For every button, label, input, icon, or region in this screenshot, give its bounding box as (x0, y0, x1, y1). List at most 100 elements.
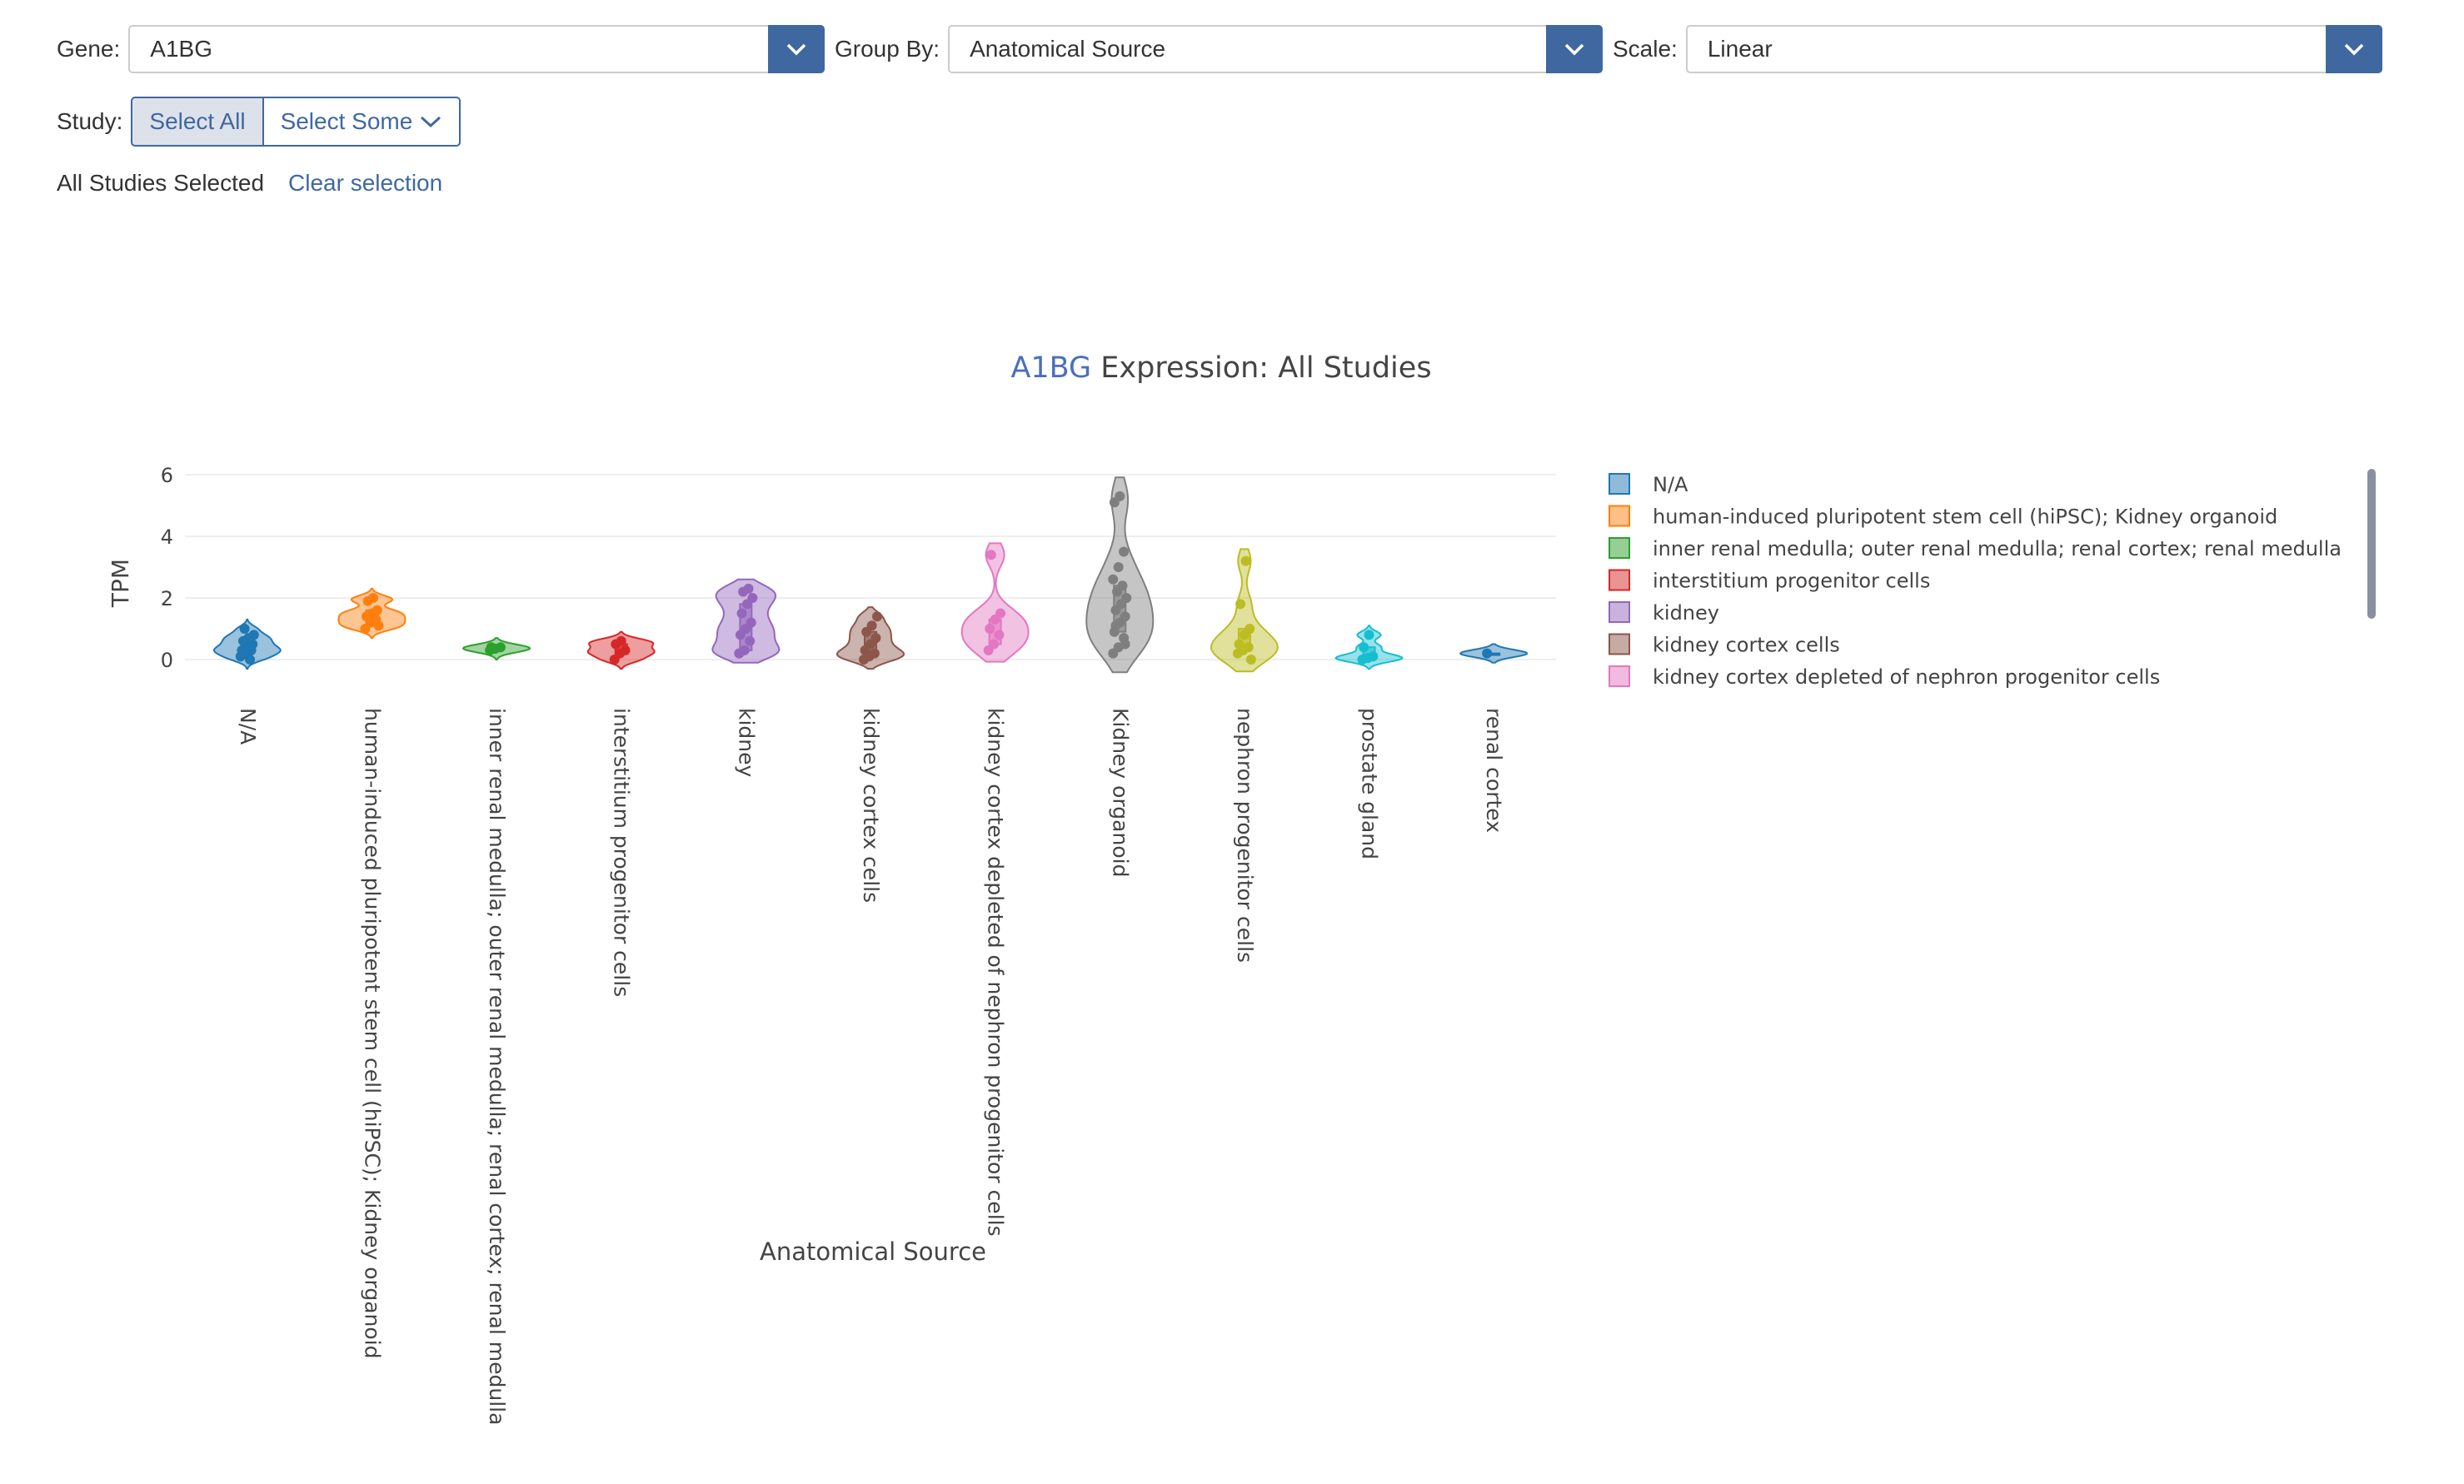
chevron-down-icon[interactable] (768, 25, 825, 73)
data-point[interactable] (1243, 642, 1254, 653)
data-point[interactable] (994, 630, 1005, 640)
gene-select[interactable]: A1BG (128, 25, 825, 73)
y-tick-label: 4 (161, 525, 173, 549)
chart-title: A1BG Expression: All Studies (1010, 351, 1431, 385)
data-point[interactable] (1121, 593, 1132, 603)
data-point[interactable] (1115, 491, 1125, 501)
violin[interactable] (711, 578, 781, 664)
violin[interactable] (1210, 548, 1279, 673)
data-point[interactable] (734, 648, 745, 659)
legend-item[interactable]: kidney cortex cells (1609, 633, 1840, 657)
data-point[interactable] (1240, 555, 1251, 566)
legend-swatch (1609, 505, 1630, 527)
data-point[interactable] (1117, 580, 1128, 591)
gene-label: Gene: (57, 36, 121, 62)
legend-item[interactable]: N/A (1609, 473, 1688, 496)
data-point[interactable] (620, 645, 631, 655)
data-point[interactable] (746, 617, 756, 628)
data-point[interactable] (1245, 655, 1256, 665)
legend-item[interactable]: kidney cortex depleted of nephron progen… (1609, 665, 2160, 689)
legend-swatch (1609, 601, 1630, 623)
data-point[interactable] (373, 620, 384, 631)
scale-select[interactable]: Linear (1685, 25, 2382, 73)
data-point[interactable] (1482, 648, 1493, 659)
legend-label: human-induced pluripotent stem cell (hiP… (1653, 505, 2277, 529)
violin-shape (960, 542, 1030, 663)
group-by-select[interactable]: Anatomical Source (948, 25, 1604, 73)
violin-series (212, 476, 1529, 674)
group-by-label: Group By: (835, 36, 940, 62)
legend-label: kidney cortex depleted of nephron progen… (1653, 665, 2160, 689)
group-by-select-value: Anatomical Source (970, 36, 1166, 62)
data-point[interactable] (1234, 639, 1244, 650)
data-point[interactable] (1244, 624, 1255, 634)
data-point[interactable] (1110, 620, 1121, 631)
legend-item[interactable]: interstitium progenitor cells (1609, 569, 1930, 593)
select-some-label: Select Some (280, 108, 413, 134)
data-point[interactable] (239, 624, 250, 634)
legend-label: inner renal medulla; outer renal medulla… (1653, 537, 2342, 560)
data-point[interactable] (372, 605, 382, 615)
study-button-group: Select All Select Some (131, 97, 461, 147)
data-point[interactable] (995, 608, 1006, 619)
data-point[interactable] (866, 620, 877, 631)
violin[interactable] (337, 587, 407, 640)
data-point[interactable] (1120, 611, 1130, 622)
violin[interactable] (960, 542, 1030, 663)
data-point[interactable] (872, 611, 882, 622)
legend-scrollbar[interactable] (2367, 469, 2376, 619)
violin[interactable] (586, 630, 656, 670)
data-point[interactable] (1120, 639, 1130, 650)
select-some-button[interactable]: Select Some (263, 97, 461, 147)
chevron-down-icon[interactable] (1546, 25, 1604, 73)
data-point[interactable] (1119, 546, 1130, 557)
data-point[interactable] (745, 635, 756, 646)
y-axis-label: TPM (107, 559, 134, 608)
data-point[interactable] (869, 648, 880, 659)
x-tick-label: prostate gland (1358, 708, 1382, 859)
violin-shape (1085, 476, 1155, 674)
select-all-button[interactable]: Select All (131, 97, 264, 147)
data-point[interactable] (368, 593, 379, 603)
data-point[interactable] (616, 635, 626, 646)
data-point[interactable] (1364, 630, 1374, 640)
data-point[interactable] (989, 639, 1000, 650)
violin[interactable] (835, 606, 905, 670)
chevron-down-icon (421, 116, 441, 128)
data-point[interactable] (985, 624, 995, 634)
data-point[interactable] (245, 655, 256, 665)
scale-select-value: Linear (1707, 36, 1773, 62)
violin[interactable] (1085, 476, 1155, 674)
data-point[interactable] (985, 550, 996, 560)
group-by-control: Group By: Anatomical Source (835, 25, 1604, 73)
x-tick-label: Kidney organoid (1108, 708, 1132, 877)
data-point[interactable] (1368, 651, 1379, 662)
violin[interactable] (461, 637, 531, 660)
clear-selection-link[interactable]: Clear selection (288, 170, 443, 196)
data-point[interactable] (486, 642, 496, 653)
data-point[interactable] (1108, 574, 1119, 585)
data-point[interactable] (736, 608, 747, 619)
legend-item[interactable]: kidney (1609, 601, 1719, 625)
violin[interactable] (1459, 643, 1529, 664)
data-point[interactable] (1113, 562, 1124, 572)
legend[interactable]: N/A human-induced pluripotent stem cell (… (1609, 473, 2342, 689)
gene-control: Gene: A1BG (57, 25, 825, 73)
x-axis-label: Anatomical Source (760, 1237, 986, 1266)
violin[interactable] (1334, 625, 1404, 670)
data-point[interactable] (747, 593, 758, 603)
legend-swatch (1609, 473, 1630, 495)
chart-title-rest: Expression: All Studies (1091, 351, 1431, 385)
y-tick-label: 2 (161, 587, 173, 610)
legend-item[interactable]: inner renal medulla; outer renal medulla… (1609, 537, 2342, 560)
data-point[interactable] (1359, 642, 1369, 653)
data-point[interactable] (248, 630, 259, 640)
chevron-down-icon[interactable] (2325, 25, 2382, 73)
gene-select-value: A1BG (150, 36, 212, 62)
data-point[interactable] (495, 642, 506, 653)
violin[interactable] (212, 618, 282, 670)
data-point[interactable] (1235, 599, 1246, 610)
data-point[interactable] (870, 633, 881, 644)
data-point[interactable] (743, 583, 754, 594)
legend-item[interactable]: human-induced pluripotent stem cell (hiP… (1609, 505, 2277, 529)
